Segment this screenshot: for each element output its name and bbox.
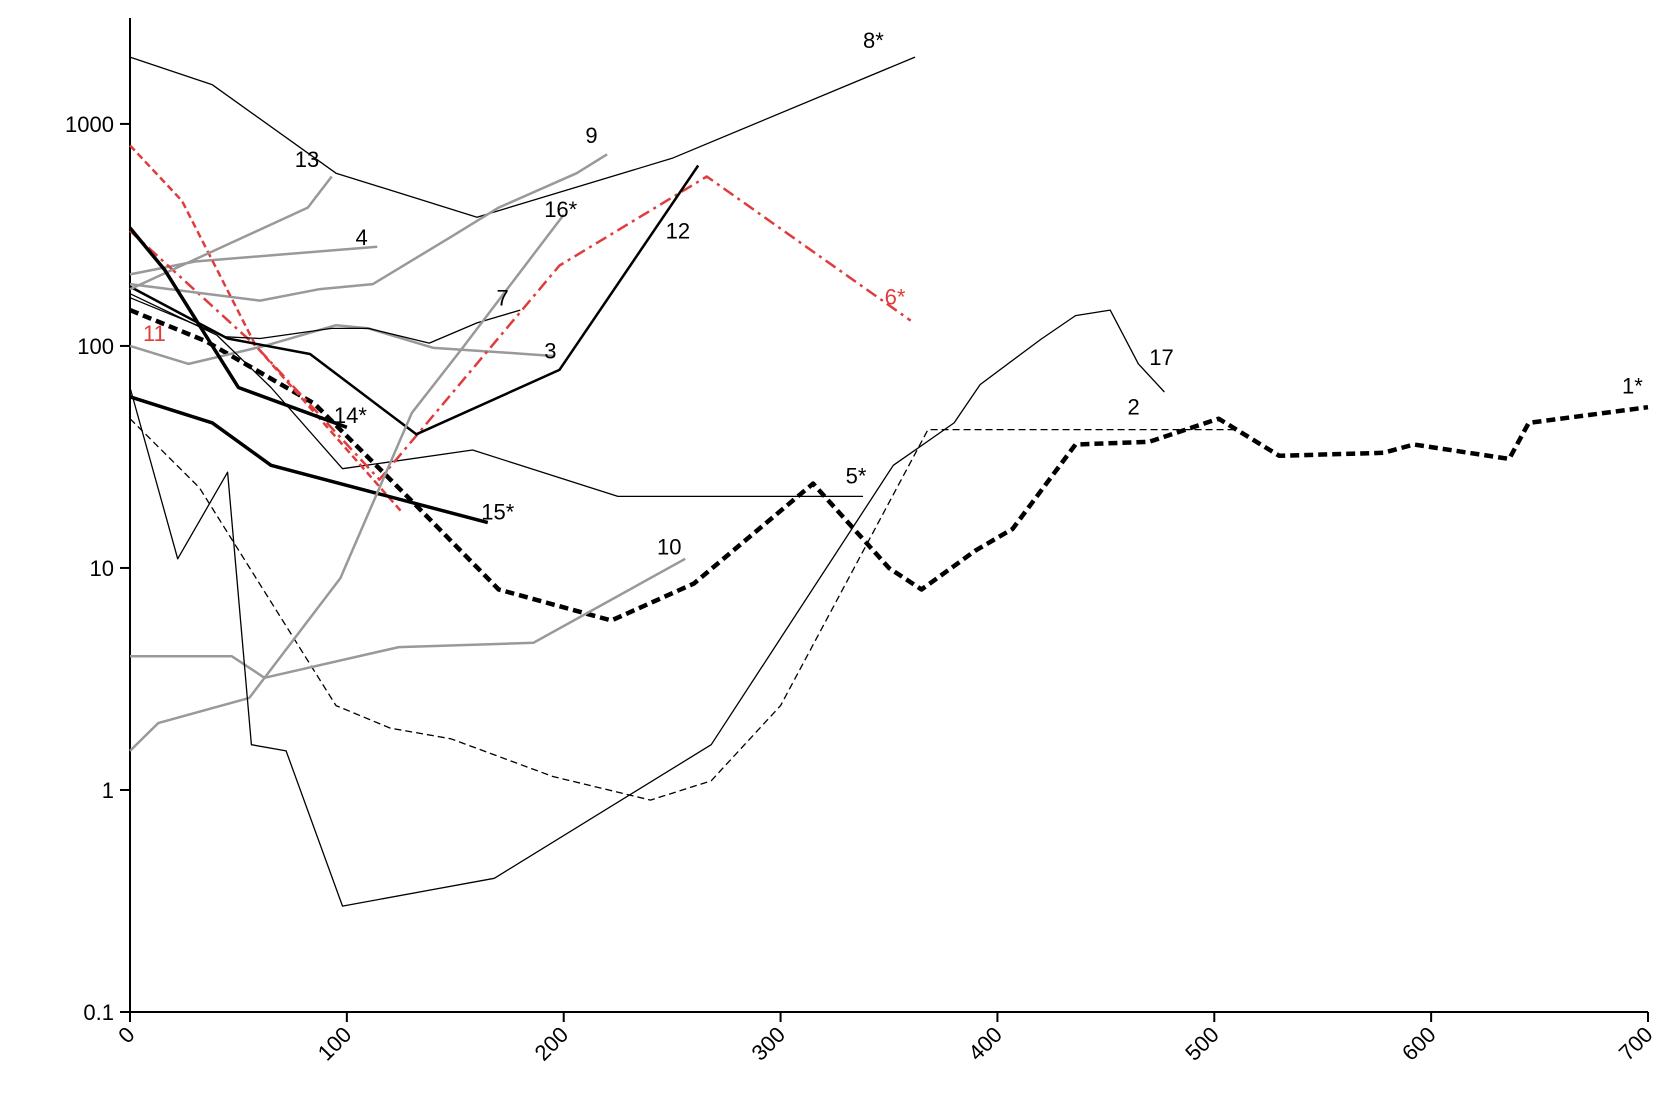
plot-area: 0.1 1 10 100 1000 0 100 200 300 400 500 600 700 1* 2… — [65, 18, 1654, 1065]
series-line-5-star — [129, 293, 863, 498]
y-tick-label: 1 — [102, 778, 114, 803]
series-line-11 — [129, 144, 403, 513]
series-line-15-star — [129, 395, 489, 525]
series-line-4 — [129, 245, 378, 276]
series-line-7 — [129, 297, 521, 344]
x-axis-ticks: 0 100 200 300 400 500 600 700 — [113, 1012, 1654, 1065]
series-label-10: 10 — [657, 534, 681, 559]
y-tick-label: 1000 — [65, 112, 114, 137]
series-label-16-star: 16* — [544, 197, 577, 222]
series-line-9 — [129, 153, 608, 302]
series-label-12: 12 — [666, 218, 690, 243]
y-axis-ticks: 0.1 1 10 100 1000 — [65, 112, 130, 1025]
x-tick-label: 300 — [746, 1022, 790, 1066]
series-lines — [128, 56, 1649, 907]
series-label-4: 4 — [356, 225, 368, 250]
series-label-8-star: 8* — [863, 28, 884, 53]
series-line-6-star — [129, 175, 912, 481]
series-line-8-star — [129, 56, 916, 218]
x-tick-label: 100 — [313, 1022, 357, 1066]
series-label-1-star: 1* — [1622, 374, 1643, 399]
series-label-15-star: 15* — [481, 500, 514, 525]
series-label-9: 9 — [585, 123, 597, 148]
series-label-3: 3 — [544, 338, 556, 363]
series-line-14-star — [128, 226, 348, 429]
x-tick-label: 500 — [1180, 1022, 1224, 1066]
x-tick-label: 0 — [113, 1022, 139, 1048]
series-line-10 — [130, 557, 686, 680]
y-tick-label: 10 — [90, 556, 114, 581]
series-line-3 — [129, 323, 556, 366]
x-tick-label: 200 — [530, 1022, 574, 1066]
x-tick-label: 600 — [1397, 1022, 1441, 1066]
y-tick-label: 100 — [77, 334, 114, 359]
series-labels: 1* 2 3 4 5* 6* 7 8* 9 10 11 12 13 14* 15* 16* 17 — [143, 28, 1643, 560]
series-line-13 — [129, 175, 333, 291]
series-line-12 — [129, 164, 700, 436]
series-line-2 — [129, 418, 1236, 801]
series-line-17 — [129, 309, 1165, 907]
series-label-11: 11 — [143, 321, 166, 346]
series-label-6-star: 6* — [885, 284, 906, 309]
series-label-13: 13 — [295, 147, 319, 172]
series-label-17: 17 — [1149, 345, 1173, 370]
series-label-7: 7 — [496, 286, 508, 311]
series-line-1-star — [129, 308, 1649, 623]
y-tick-label: 0.1 — [83, 1000, 114, 1025]
x-tick-label: 400 — [963, 1022, 1007, 1066]
series-label-2: 2 — [1128, 395, 1140, 420]
x-tick-label: 700 — [1614, 1022, 1654, 1066]
series-line-16-star — [129, 213, 565, 752]
series-label-5-star: 5* — [846, 464, 867, 489]
series-label-14-star: 14* — [334, 403, 367, 428]
